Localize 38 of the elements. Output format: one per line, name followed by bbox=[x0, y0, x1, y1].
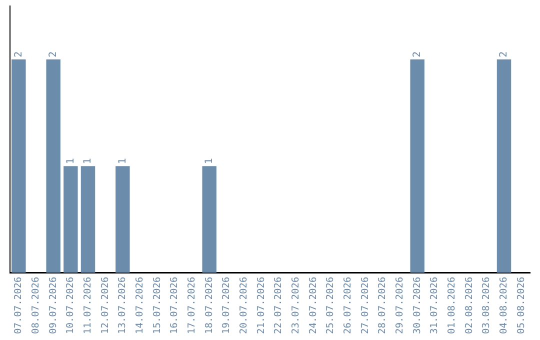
x-tick-label: 01.08.2026 bbox=[446, 276, 458, 334]
x-tick-label: 31.07.2026 bbox=[429, 276, 440, 334]
x-tick-label: 21.07.2026 bbox=[256, 276, 267, 334]
data-label: 2 bbox=[13, 51, 24, 58]
x-tick-label: 14.07.2026 bbox=[134, 276, 146, 334]
data-label: 2 bbox=[498, 51, 510, 58]
x-tick-label: 15.07.2026 bbox=[152, 276, 163, 334]
x-tick-label: 13.07.2026 bbox=[117, 276, 128, 334]
x-tick-label: 26.07.2026 bbox=[342, 276, 354, 334]
data-label: 1 bbox=[117, 158, 128, 164]
x-tick-label: 19.07.2026 bbox=[221, 276, 232, 334]
x-tick-label: 29.07.2026 bbox=[394, 276, 406, 334]
x-tick-label: 16.07.2026 bbox=[169, 276, 180, 334]
x-tick-label: 09.07.2026 bbox=[48, 276, 59, 334]
data-label: 1 bbox=[204, 158, 215, 164]
data-label: 1 bbox=[82, 158, 94, 164]
x-tick-label: 23.07.2026 bbox=[290, 276, 302, 334]
x-tick-label: 03.08.2026 bbox=[481, 276, 492, 334]
x-tick-label: 05.08.2026 bbox=[516, 276, 527, 334]
x-tick-label: 22.07.2026 bbox=[273, 276, 284, 334]
x-tick-label: 02.08.2026 bbox=[464, 276, 475, 334]
x-tick-label: 17.07.2026 bbox=[186, 276, 198, 334]
x-tick-label: 20.07.2026 bbox=[238, 276, 250, 334]
x-tick-label: 24.07.2026 bbox=[308, 276, 319, 334]
x-tick-label: 27.07.2026 bbox=[360, 276, 371, 334]
x-tick-label: 04.08.2026 bbox=[498, 276, 510, 334]
data-label: 2 bbox=[412, 51, 423, 58]
x-tick-label: 28.07.2026 bbox=[377, 276, 388, 334]
x-tick-label: 25.07.2026 bbox=[325, 276, 336, 334]
x-tick-label: 30.07.2026 bbox=[412, 276, 423, 334]
x-tick-label: 12.07.2026 bbox=[100, 276, 111, 334]
data-label: 2 bbox=[48, 51, 59, 58]
x-tick-label: 18.07.2026 bbox=[204, 276, 215, 334]
x-tick-label: 07.07.2026 bbox=[13, 276, 24, 334]
x-tick-label: 10.07.2026 bbox=[65, 276, 76, 334]
x-tick-label: 11.07.2026 bbox=[82, 276, 94, 334]
x-tick-label: 08.07.2026 bbox=[30, 276, 42, 334]
data-label: 1 bbox=[65, 158, 76, 164]
